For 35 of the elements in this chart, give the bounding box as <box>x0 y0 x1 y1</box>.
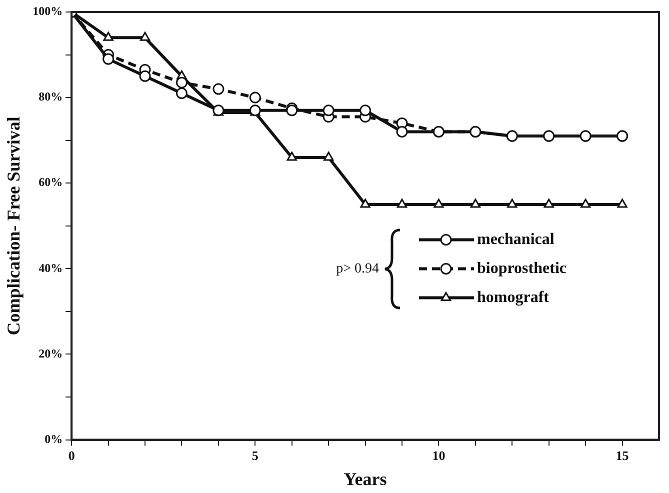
x-tick-label: 10 <box>432 448 446 463</box>
y-axis-title: Complication- Free Survival <box>3 116 24 336</box>
point <box>544 198 554 208</box>
x-axis-title: Years <box>344 468 387 489</box>
point <box>396 198 408 208</box>
point <box>139 70 151 82</box>
point <box>617 198 628 208</box>
x-tick-label: 5 <box>252 448 259 463</box>
point <box>286 152 297 161</box>
point <box>434 198 444 208</box>
y-tick-label: 20% <box>38 346 63 360</box>
point <box>580 198 591 208</box>
y-tick-label: 40% <box>38 260 63 275</box>
legend-label: homograft <box>477 288 550 306</box>
point <box>360 198 370 208</box>
y-tick-label: 100% <box>32 4 63 18</box>
point <box>249 92 261 104</box>
point <box>470 198 481 208</box>
x-tick-label: 15 <box>616 448 630 463</box>
point <box>322 104 334 116</box>
point <box>507 198 518 208</box>
y-tick-label: 0% <box>44 432 63 446</box>
x-tick-label: 0 <box>68 448 75 463</box>
point <box>396 126 408 138</box>
y-tick-label: 80% <box>38 90 63 104</box>
annotation: p> 0.94 <box>336 261 379 276</box>
legend-label: bioprosthetic <box>477 260 566 277</box>
point <box>212 83 224 95</box>
y-tick-label: 60% <box>38 175 63 190</box>
point <box>324 152 334 161</box>
point <box>360 104 372 116</box>
legend-label: mechanical <box>477 230 555 248</box>
point <box>102 53 114 65</box>
point <box>176 88 188 100</box>
point <box>176 76 188 88</box>
